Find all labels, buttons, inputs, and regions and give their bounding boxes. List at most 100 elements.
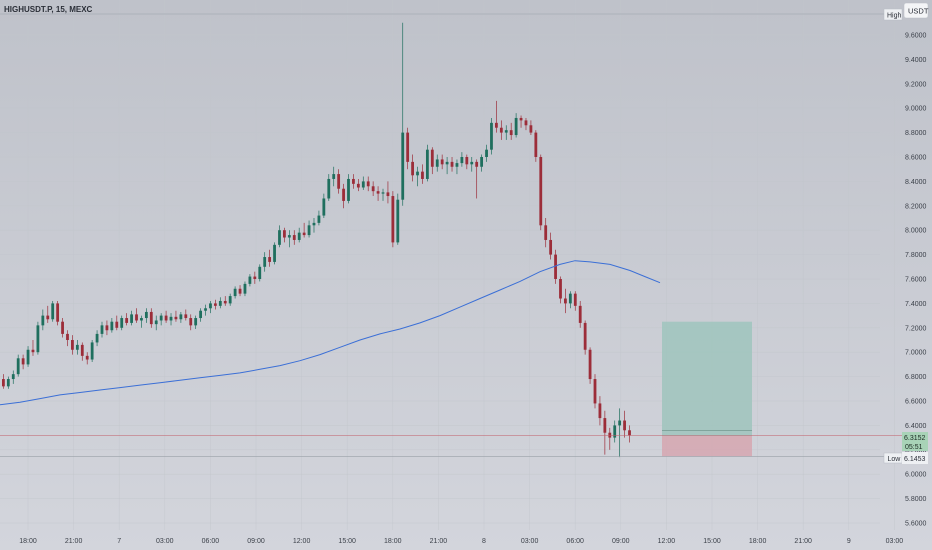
candle-body [504,130,508,133]
candle [189,314,193,331]
candle [194,315,198,330]
currency-button[interactable]: USDT [903,2,929,19]
candle-body [593,379,597,404]
candle-body [120,318,124,328]
candle [204,304,207,316]
candle [105,320,109,336]
candle [95,330,99,347]
candle [179,311,183,323]
candle-body [46,315,50,320]
candle-body [608,432,612,438]
candle [544,218,548,248]
candle [184,309,188,321]
candle-body [140,318,143,321]
time-tick-label: 06:00 [566,538,584,545]
position-tool[interactable] [662,321,752,457]
time-tick-label: 12:00 [658,538,676,545]
candle [292,230,296,245]
price-tick-label: 7.2000 [905,325,927,332]
time-tick-label: 8 [482,538,486,545]
candle-body [583,322,587,350]
price-tick-label: 7.0000 [905,350,927,357]
candle-body [16,358,20,375]
candle [376,186,380,201]
candle-body [435,159,439,167]
candle-body [164,315,168,321]
candle [381,188,385,201]
candle-body [559,279,562,299]
candle [356,178,360,192]
candle-body [169,316,173,321]
price-tick-label: 7.8000 [905,252,927,259]
candle-body [125,318,129,323]
candle-body [509,130,513,136]
price-axis[interactable]: 9.6000 9.4000 9.2000 9.0000 8.8000 8.6000 8.40… [905,33,927,528]
candle-body [401,132,405,200]
symbol-label[interactable]: HIGHUSDT.P, 15, MEXC [4,5,93,14]
candle-body [352,178,355,184]
candle-body [233,288,237,297]
candle-body [564,298,567,304]
price-tick-label: 7.6000 [905,277,927,284]
candle [90,340,94,362]
candle [430,147,434,175]
candle-body [455,163,459,167]
candle-body [628,430,631,436]
price-tick-label: 5.6000 [905,521,927,528]
candle-body [391,196,395,243]
candle [297,227,301,243]
time-axis[interactable]: 18:00 21:00 7 03:00 06:00 09:00 12:00 15:00 18:0… [19,538,903,545]
candle [450,157,454,172]
candle-body [179,314,183,320]
candle [110,318,114,333]
candle-body [6,379,10,387]
candle [618,408,622,458]
candle [75,340,79,355]
candle [588,347,592,384]
candle-body [135,314,138,321]
candle-body [573,293,577,306]
candle-body [381,192,385,194]
candle-body [228,296,232,304]
time-tick-label: 09:00 [612,538,630,545]
candle [159,313,163,326]
price-tick-label: 7.4000 [905,301,927,308]
candle-body [411,161,414,176]
price-tick-label: 8.8000 [905,130,927,137]
candle-body [130,314,133,323]
time-tick-label: 7 [117,538,121,545]
candle-body [495,122,498,128]
candle-body [194,318,198,326]
candle [228,293,232,306]
candle-body [499,127,503,133]
candle-body [174,316,178,320]
price-tick-label: 5.8000 [905,496,927,503]
moving-average-line [0,260,661,406]
candle-body [209,303,212,309]
candle-body [396,199,400,243]
candle-body [450,161,454,167]
candle-body [154,320,158,325]
candle [465,154,469,170]
candle [16,354,20,377]
profit-zone[interactable] [662,321,752,436]
candle [253,271,257,284]
candle [2,374,5,389]
candle-body [623,420,626,431]
candle [495,100,498,133]
candle [46,305,50,323]
candle-body [90,342,94,360]
candle [445,157,449,175]
candle-body [337,174,341,189]
candle [51,300,55,322]
candle-body [421,171,424,179]
currency-button-label[interactable]: USDT [908,7,929,16]
time-tick-label: 18:00 [749,538,767,545]
candle-body [554,254,557,279]
candle-body [36,325,40,353]
loss-zone[interactable] [662,435,752,457]
candle [56,300,60,326]
candle [608,427,612,450]
candle-body [361,181,365,188]
